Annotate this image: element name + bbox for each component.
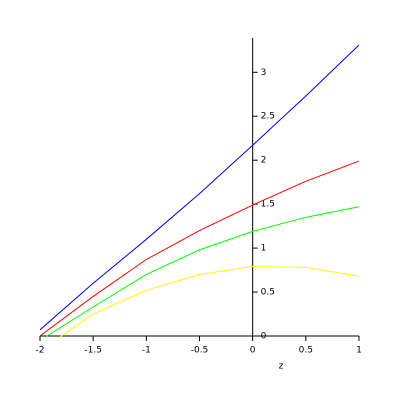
x-tick-label: 0.5 — [299, 346, 313, 356]
y-tick-label: 1 — [261, 244, 267, 254]
y-tick-label: 0.5 — [261, 288, 275, 298]
series-line — [40, 44, 360, 331]
plot-area — [40, 44, 360, 337]
y-tick-label: 3 — [261, 68, 267, 78]
series-line — [40, 160, 360, 337]
y-tick-label: 0 — [261, 332, 267, 342]
x-tick-label: 1 — [356, 346, 362, 356]
y-tick-label: 2 — [261, 156, 267, 166]
x-axis-label: z — [279, 362, 284, 372]
x-tick-label: -1 — [142, 346, 151, 356]
series-line — [59, 266, 360, 337]
x-tick-label: -0.5 — [191, 346, 209, 356]
x-tick-label: -2 — [36, 346, 45, 356]
x-tick-label: 0 — [250, 346, 256, 356]
series-line — [44, 206, 360, 337]
y-tick-label: 1.5 — [261, 200, 275, 210]
y-tick-label: 2.5 — [261, 112, 275, 122]
x-tick-label: -1.5 — [84, 346, 102, 356]
